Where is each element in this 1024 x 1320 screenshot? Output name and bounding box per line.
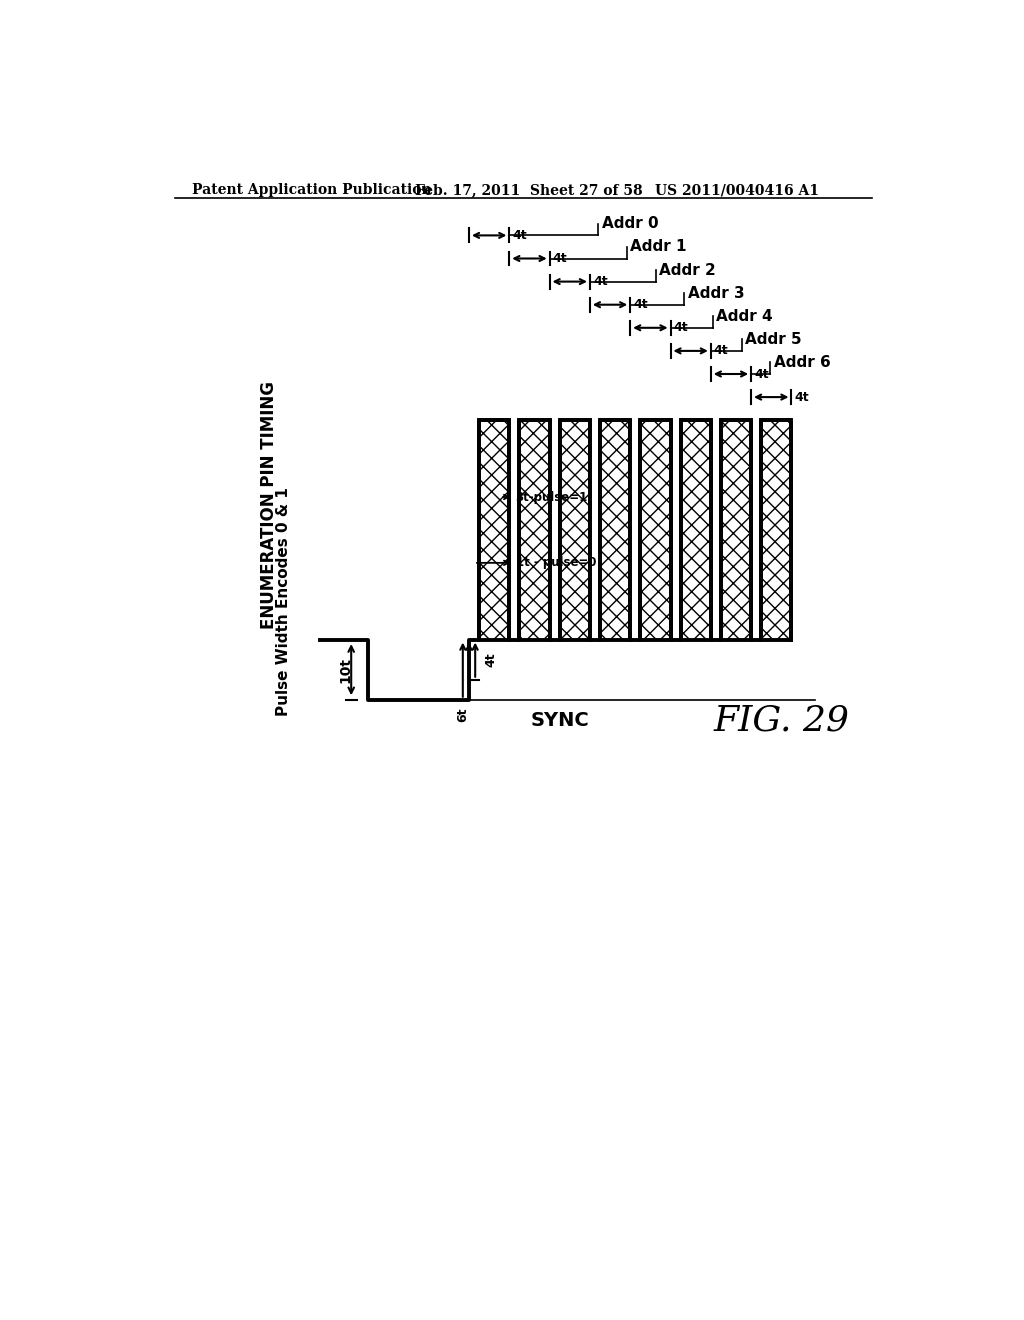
Text: Addr 6: Addr 6 [773,355,830,370]
Text: 4t: 4t [512,228,527,242]
Bar [640,420,671,640]
Text: Addr 4: Addr 4 [716,309,773,323]
Text: Addr 5: Addr 5 [744,331,802,347]
Bar [600,420,630,640]
Text: Feb. 17, 2011  Sheet 27 of 58: Feb. 17, 2011 Sheet 27 of 58 [415,183,642,197]
Text: 4t: 4t [714,345,728,358]
Text: ENUMERATION PIN TIMING: ENUMERATION PIN TIMING [260,381,279,628]
Text: 6t: 6t [457,708,469,722]
Text: 4t: 4t [633,298,648,312]
Text: Addr 0: Addr 0 [601,216,658,231]
Bar [761,420,792,640]
Bar [519,420,550,640]
Text: 4t: 4t [755,367,769,380]
Text: Patent Application Publication: Patent Application Publication [193,183,432,197]
Text: US 2011/0040416 A1: US 2011/0040416 A1 [655,183,819,197]
Text: 4t: 4t [484,652,498,667]
Text: Pulse Width Encodes 0 & 1: Pulse Width Encodes 0 & 1 [275,487,291,715]
Text: 4t: 4t [674,321,688,334]
Bar [681,420,711,640]
Text: SYNC: SYNC [531,711,590,730]
Text: 3t-pulse=1: 3t-pulse=1 [515,491,588,503]
Text: 10t: 10t [338,656,352,682]
Text: 4t: 4t [795,391,809,404]
Text: FIG. 29: FIG. 29 [713,704,849,738]
Text: Addr 2: Addr 2 [658,263,716,277]
Text: 4t: 4t [553,252,567,265]
Bar [560,420,590,640]
Text: Addr 1: Addr 1 [630,239,687,255]
Text: Addr 3: Addr 3 [687,285,744,301]
Bar [721,420,751,640]
Bar [479,420,509,640]
Text: 1t - pulse=0: 1t - pulse=0 [515,556,596,569]
Text: 4t: 4t [593,275,607,288]
